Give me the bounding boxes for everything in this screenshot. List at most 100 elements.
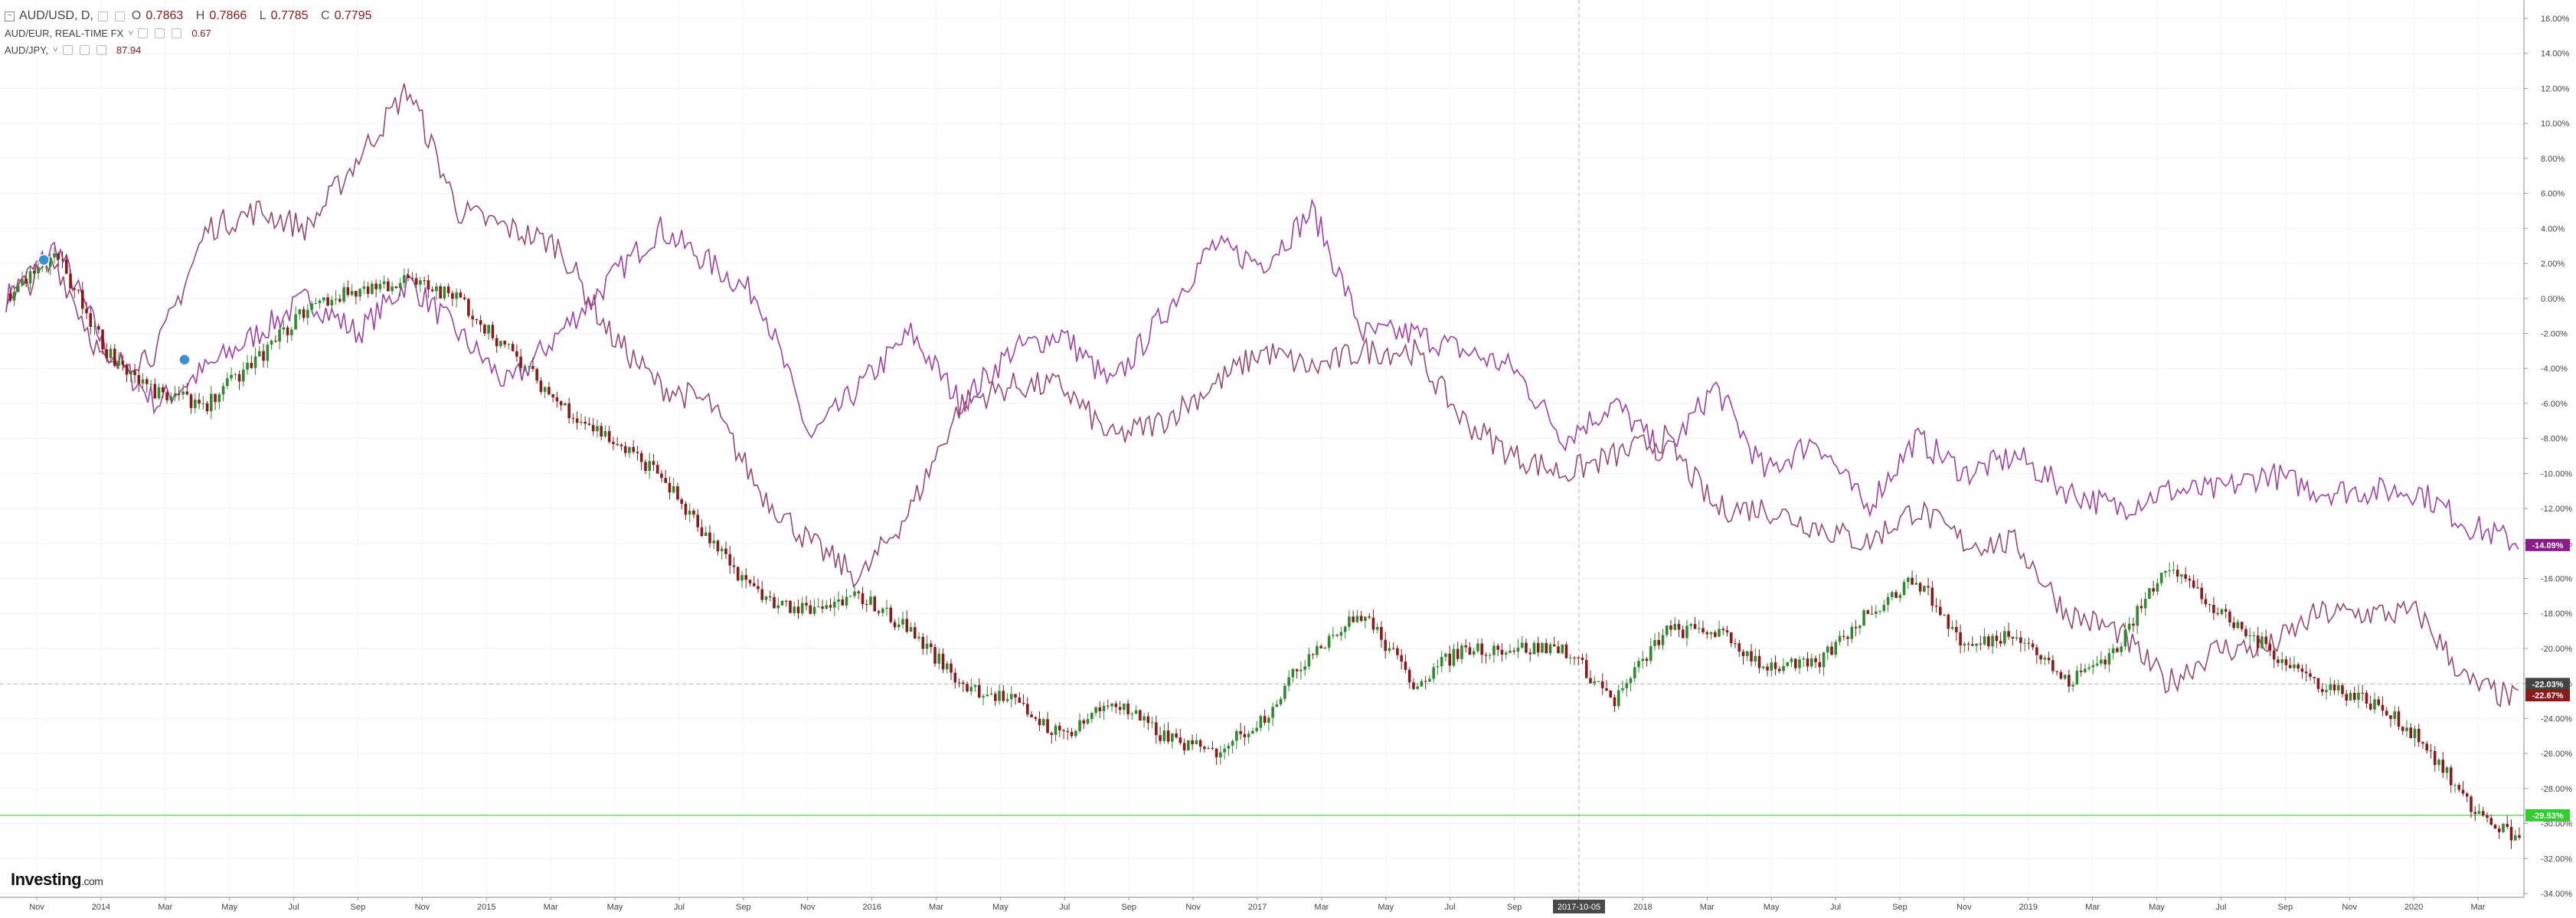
candle-body: [1002, 691, 1005, 701]
candle-body: [800, 603, 804, 613]
main-symbol[interactable]: AUD/USD, D,: [19, 9, 93, 22]
chevron-down-icon[interactable]: ˅: [128, 28, 134, 38]
hide-icon[interactable]: [79, 44, 90, 55]
candle-body: [805, 603, 808, 606]
candle-body: [865, 603, 868, 605]
candle-body: [1850, 626, 1854, 639]
candle-body: [551, 394, 554, 397]
last-value-label: -22.03%: [2525, 678, 2570, 691]
candle-body: [1223, 748, 1226, 753]
candle-body: [1809, 658, 1813, 667]
candle-body: [391, 286, 394, 292]
candle-body: [1295, 668, 1299, 671]
candle-body: [1979, 643, 1983, 645]
candle-body: [507, 344, 511, 345]
open-label: O: [131, 9, 142, 22]
candle-body: [752, 583, 756, 586]
candle-body: [346, 287, 350, 296]
candle-body: [1214, 748, 1218, 758]
x-tick-label: Mar: [2085, 903, 2100, 912]
candle-body: [1649, 645, 1652, 662]
candle-body: [278, 329, 281, 342]
series3-symbol[interactable]: AUD/JPY,: [5, 44, 48, 56]
candle-body: [2188, 578, 2192, 581]
candle-body: [2007, 631, 2010, 637]
candle-body: [1488, 655, 1492, 656]
candle-body: [977, 684, 981, 698]
candle-body: [2341, 684, 2344, 694]
candle-body: [2413, 728, 2417, 739]
candle-body: [322, 297, 325, 301]
collapse-icon[interactable]: −: [5, 11, 15, 21]
hide-icon[interactable]: [114, 11, 125, 21]
candle-body: [1195, 740, 1198, 744]
candle-body: [973, 684, 977, 688]
candle-body: [1757, 655, 1761, 668]
candle-body: [2031, 643, 2035, 648]
candle-body: [2425, 743, 2429, 751]
candle-body: [1400, 655, 1403, 662]
candle-body: [80, 289, 84, 309]
candle-body: [185, 391, 189, 395]
series2-value: 0.67: [191, 27, 211, 39]
candle-body: [1070, 732, 1074, 737]
candle-body: [1605, 688, 1608, 691]
candle-body: [660, 473, 663, 479]
y-tick-label: 6.00%: [2541, 190, 2565, 199]
candle-body: [250, 362, 253, 368]
candle-body: [1830, 646, 1833, 655]
candle-body: [1721, 629, 1725, 631]
candle-body: [48, 257, 52, 267]
candle-body: [1311, 654, 1315, 655]
settings-icon[interactable]: [62, 44, 73, 55]
candle-body: [1826, 646, 1829, 653]
candle-body: [2120, 646, 2123, 652]
ohlc-values: O 0.7863 H 0.7866 L 0.7785 C 0.7795: [132, 9, 381, 23]
legend-series2[interactable]: AUD/EUR, REAL-TIME FX ˅ 0.67: [5, 25, 381, 41]
candle-body: [1074, 730, 1077, 737]
settings-icon[interactable]: [138, 28, 149, 38]
series2-symbol[interactable]: AUD/EUR, REAL-TIME FX: [5, 27, 124, 39]
candle-body: [2470, 796, 2473, 812]
candle-body: [2288, 665, 2292, 668]
candle-body: [1271, 707, 1274, 718]
candle-body: [905, 619, 909, 632]
candle-body: [286, 327, 289, 335]
candle-body: [258, 351, 261, 357]
candle-body: [885, 607, 888, 609]
close-icon[interactable]: [96, 44, 106, 55]
candle-body: [2268, 644, 2272, 651]
candle-body: [181, 391, 185, 395]
candle-body: [1875, 611, 1878, 614]
candle-body: [648, 461, 651, 472]
candle-body: [1798, 659, 1801, 668]
candle-body: [302, 309, 306, 319]
candle-body: [2011, 636, 2015, 639]
candle-body: [234, 374, 237, 375]
candle-body: [564, 403, 567, 406]
candle-body: [555, 397, 559, 402]
candle-body: [2224, 609, 2228, 612]
settings-icon[interactable]: [97, 11, 108, 21]
candle-body: [584, 421, 587, 424]
candle-body: [1279, 698, 1283, 704]
candle-body: [387, 281, 390, 292]
candle-body: [1492, 645, 1496, 655]
candle-body: [2063, 675, 2067, 679]
candle-body: [306, 309, 309, 319]
candle-body: [2320, 688, 2324, 692]
hide-icon[interactable]: [155, 28, 165, 38]
candle-body: [44, 266, 48, 268]
chevron-down-icon[interactable]: ˅: [52, 44, 58, 55]
candle-body: [2401, 727, 2404, 731]
candle-body: [889, 607, 893, 622]
close-icon[interactable]: [172, 28, 182, 38]
x-tick-label: Jul: [1445, 903, 1456, 912]
candle-body: [105, 349, 109, 358]
candle-body: [1665, 625, 1669, 635]
legend-series3[interactable]: AUD/JPY, ˅ 87.94: [5, 41, 381, 58]
candle-body: [511, 344, 515, 351]
